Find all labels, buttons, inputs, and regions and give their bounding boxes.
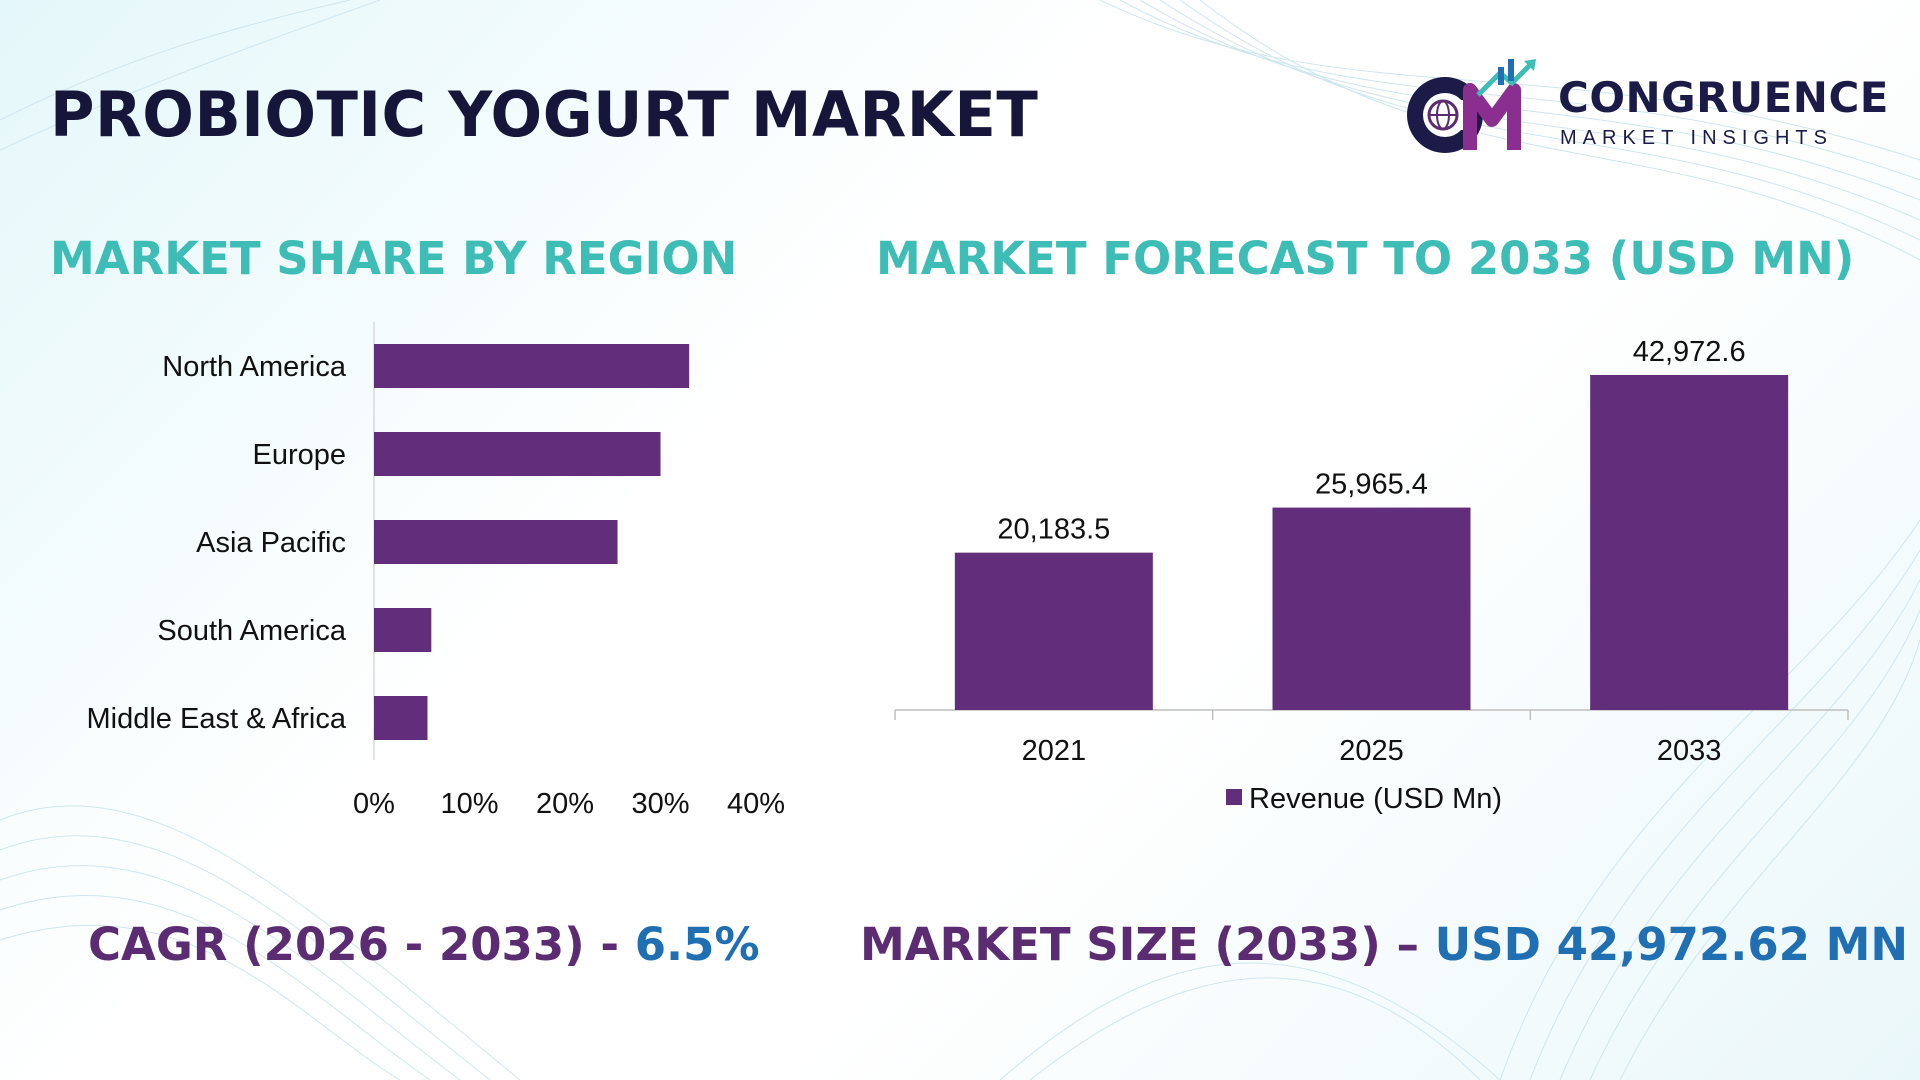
- forecast-category-label: 2033: [1657, 735, 1722, 767]
- cagr-footer: CAGR (2026 - 2033) - 6.5%: [88, 918, 760, 971]
- forecast-category-label: 2025: [1339, 735, 1404, 767]
- region-tick-label: 10%: [440, 788, 498, 820]
- region-bar: [374, 696, 428, 740]
- market-size-footer: MARKET SIZE (2033) – USD 42,972.62 MN: [860, 918, 1908, 971]
- region-label: Asia Pacific: [196, 527, 346, 559]
- region-bar: [374, 520, 618, 564]
- cagr-label: CAGR (2026 - 2033) -: [88, 918, 635, 971]
- region-label: Europe: [252, 439, 346, 471]
- region-tick-label: 40%: [727, 788, 785, 820]
- region-label: South America: [157, 615, 346, 647]
- forecast-data-label: 42,972.6: [1633, 336, 1746, 368]
- forecast-data-label: 25,965.4: [1315, 469, 1428, 501]
- region-bar: [374, 608, 432, 652]
- region-share-title: MARKET SHARE BY REGION: [50, 232, 738, 285]
- region-label: Middle East & Africa: [87, 703, 347, 735]
- page-title: PROBIOTIC YOGURT MARKET: [50, 78, 1039, 151]
- logo-subtitle: MARKET INSIGHTS: [1560, 127, 1833, 149]
- forecast-bar: [1590, 375, 1789, 710]
- logo-mark-icon: [1407, 59, 1536, 153]
- legend-swatch: [1226, 789, 1242, 805]
- legend-label: Revenue (USD Mn): [1249, 783, 1502, 815]
- region-tick-label: 20%: [536, 788, 594, 820]
- region-bar: [374, 344, 690, 388]
- logo: CONGRUENCE MARKET INSIGHTS: [1400, 55, 1888, 165]
- cagr-value: 6.5%: [634, 918, 760, 971]
- region-bar: [374, 432, 661, 476]
- forecast-data-label: 20,183.5: [997, 514, 1110, 546]
- logo-name: CONGRUENCE: [1558, 73, 1889, 122]
- region-tick-label: 0%: [353, 788, 395, 820]
- region-label: North America: [162, 351, 347, 383]
- market-size-value: USD 42,972.62 MN: [1434, 918, 1909, 971]
- forecast-category-label: 2021: [1022, 735, 1087, 767]
- forecast-bar: [954, 552, 1153, 710]
- region-tick-label: 30%: [631, 788, 689, 820]
- forecast-title: MARKET FORECAST TO 2033 (USD MN): [876, 232, 1855, 285]
- market-size-label: MARKET SIZE (2033) –: [860, 918, 1435, 971]
- forecast-bar: [1272, 507, 1471, 710]
